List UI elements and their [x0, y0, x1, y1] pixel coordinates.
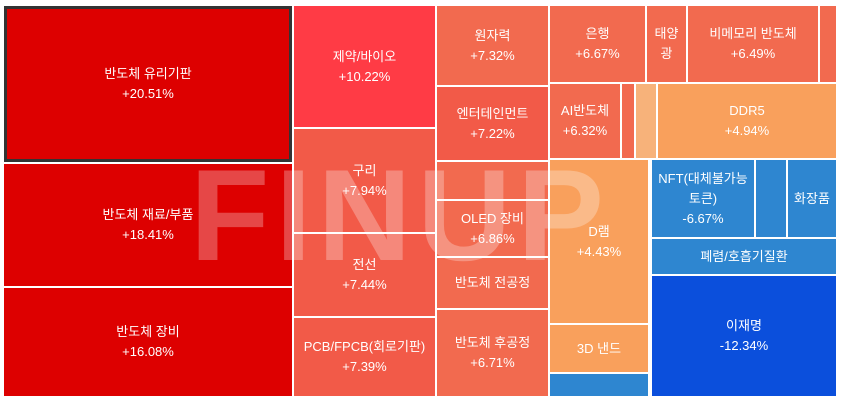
tile[interactable]: 비메모리 반도체 +6.49% — [688, 6, 818, 82]
tile-label: 반도체 전공정 — [454, 275, 531, 290]
tile-label: AI반도체 — [560, 103, 610, 118]
tile[interactable] — [550, 374, 648, 396]
tile-label: 은행 — [585, 26, 610, 41]
tile-change: +6.49% — [730, 46, 776, 61]
tile[interactable]: 반도체 장비 +16.08% — [4, 288, 292, 396]
tile[interactable]: 제약/바이오 +10.22% — [294, 6, 435, 127]
tile[interactable]: 3D 낸드 — [550, 325, 648, 372]
tile[interactable]: 반도체 전공정 — [437, 258, 548, 308]
tile-change: +7.22% — [470, 125, 515, 141]
tile-change: +16.08% — [122, 344, 174, 359]
tile[interactable]: 은행 +6.67% — [550, 6, 645, 82]
tile[interactable] — [636, 84, 656, 158]
tile-change: +7.94% — [342, 182, 387, 198]
tile-label: 반도체 후공정 — [454, 335, 531, 350]
tile-change: +7.39% — [342, 359, 387, 374]
tile-label: NFT(대체불가능토큰) — [658, 170, 748, 206]
tile-label: 3D 낸드 — [576, 340, 622, 356]
tile-label: 엔터테인먼트 — [456, 105, 529, 121]
tile-change: +4.94% — [724, 123, 770, 138]
tile[interactable]: 반도체 후공정 +6.71% — [437, 310, 548, 396]
tile-change: +7.44% — [342, 277, 387, 292]
tile[interactable]: AI반도체 +6.32% — [550, 84, 620, 158]
tile-change: -6.67% — [682, 210, 724, 226]
tile-change: +6.67% — [575, 46, 620, 61]
tile-change: +20.51% — [122, 86, 174, 101]
tile-label: 비메모리 반도체 — [709, 26, 797, 41]
tile-label: 반도체 재료/부품 — [102, 207, 194, 222]
tile-label: 원자력 — [474, 27, 511, 43]
tile-label: 제약/바이오 — [332, 48, 397, 64]
tile-change: -12.34% — [719, 338, 769, 353]
tile[interactable]: 원자력 +7.32% — [437, 6, 548, 85]
tile[interactable]: 폐렴/호흡기질환 — [652, 239, 836, 274]
tile-label: D램 — [588, 223, 610, 239]
tile[interactable]: 전선 +7.44% — [294, 234, 435, 316]
tile-change: +10.22% — [338, 68, 391, 84]
tile-label: PCB/FPCB(회로기판) — [303, 339, 426, 354]
tile-change: +6.32% — [562, 123, 608, 138]
tile-label: 반도체 장비 — [116, 324, 180, 339]
tile-label: 태양광 — [654, 26, 679, 61]
tile[interactable]: D램 +4.43% — [550, 160, 648, 323]
tile[interactable]: 화장품 — [788, 160, 836, 237]
tile-label: 구리 — [352, 162, 377, 178]
tile-change: +7.32% — [470, 47, 515, 63]
tile[interactable]: DDR5 +4.94% — [658, 84, 836, 158]
tile[interactable]: 이재명 -12.34% — [652, 276, 836, 396]
tile-label: 전선 — [352, 257, 377, 272]
tile[interactable]: PCB/FPCB(회로기판) +7.39% — [294, 318, 435, 396]
tile-change: +6.86% — [470, 230, 515, 246]
tile[interactable]: 반도체 재료/부품 +18.41% — [4, 164, 292, 286]
tile-change: +4.43% — [576, 243, 622, 259]
tile[interactable] — [437, 162, 548, 199]
tile[interactable]: 구리 +7.94% — [294, 129, 435, 232]
tile-label: OLED 장비 — [461, 210, 524, 226]
tile[interactable] — [756, 160, 786, 237]
tile-label: DDR5 — [729, 103, 765, 118]
tile-label: 폐렴/호흡기질환 — [700, 248, 788, 264]
tile[interactable]: 반도체 유리기판 +20.51% — [4, 6, 292, 162]
tile[interactable] — [622, 84, 634, 158]
tile[interactable] — [820, 6, 836, 82]
tile[interactable]: 태양광 — [647, 6, 686, 82]
tile-change: +18.41% — [122, 227, 174, 242]
tile-label: 반도체 유리기판 — [104, 66, 192, 81]
tile-label: 화장품 — [794, 190, 830, 206]
tile[interactable]: NFT(대체불가능토큰) -6.67% — [652, 160, 754, 237]
tile-label: 이재명 — [726, 318, 762, 333]
tile[interactable]: 엔터테인먼트 +7.22% — [437, 87, 548, 160]
tile[interactable]: OLED 장비 +6.86% — [437, 201, 548, 256]
tile-change: +6.71% — [470, 355, 515, 370]
